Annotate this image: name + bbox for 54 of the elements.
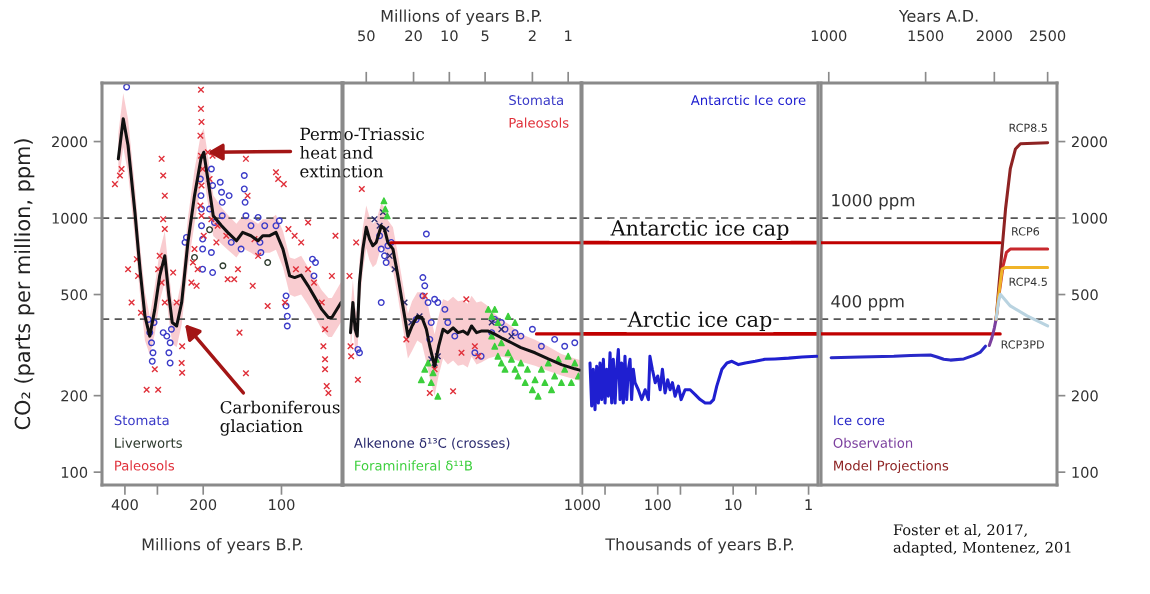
x-axis-title: Millions of years B.P. [381, 9, 542, 25]
x-axis-title: Years A.D. [898, 10, 978, 22]
x-tick-label: 50 [358, 30, 375, 42]
annotation: RCP8.5 [1009, 123, 1047, 132]
text: Alkenone δ¹³C (crosses) [353, 437, 510, 450]
x-tick-label: 2500 [1030, 30, 1066, 42]
y-tick-label: 1000 [52, 212, 88, 224]
text: Model Projections [834, 460, 949, 474]
x-tick-label: 10 [441, 30, 458, 42]
x-tick-label: 1500 [908, 30, 944, 42]
text: Foraminiferal δ¹¹B [355, 460, 473, 471]
x-tick-label: 100 [645, 499, 671, 511]
text: Stomata [509, 95, 563, 106]
x-tick-label: 1 [805, 499, 812, 510]
text: Foster et al, 2017, adapted, Montenez, 201 [893, 524, 1071, 556]
x-tick-label: 10 [725, 499, 742, 511]
x-tick-label: 20 [405, 30, 422, 42]
text: Stomata [114, 415, 169, 426]
annotation: Permo-Triassic heat and extinction [300, 127, 424, 178]
annotation: RCP4.5 [1009, 277, 1047, 286]
x-tick-label: 1000 [565, 499, 600, 511]
text: Paleosols [509, 117, 569, 128]
annotation: Carboniferous glaciation [220, 400, 340, 436]
ref-line-label: 1000 ppm [832, 193, 915, 210]
y-tick-label: 2000 [1071, 136, 1108, 148]
ref-line-label: Arctic ice cap [627, 311, 772, 332]
x-tick-label: 100 [269, 499, 295, 511]
ref-line-label: Antarctic ice cap [610, 220, 789, 240]
annotation: RCP3PD [1001, 340, 1044, 349]
y-tick-label: 100 [1072, 466, 1098, 478]
text: Ice core [834, 415, 885, 426]
x-tick-label: 5 [481, 30, 489, 42]
text: Paleosols [115, 460, 175, 471]
text: Observation [833, 437, 913, 448]
x-tick-label: 2000 [976, 30, 1012, 42]
y-tick-label: 200 [1071, 390, 1098, 402]
x-tick-label: 1 [565, 30, 572, 42]
text: Antarctic Ice core [690, 94, 806, 106]
y-tick-label: 100 [61, 466, 88, 478]
y-tick-label: 200 [61, 390, 88, 402]
y-tick-label: 2000 [52, 136, 88, 148]
y-tick-label: 500 [1072, 289, 1098, 301]
x-axis-title: Thousands of years B.P. [605, 538, 793, 554]
y-tick-label: 500 [61, 289, 88, 301]
y-tick-label: 1000 [1072, 212, 1108, 224]
ref-line-label: 400 ppm [831, 294, 904, 311]
x-axis-title: Millions of years B.P. [142, 538, 303, 554]
x-tick-label: 2 [528, 30, 536, 42]
x-tick-label: 200 [190, 499, 217, 511]
x-tick-label: 1000 [811, 30, 847, 42]
annotation: RCP6 [1012, 227, 1040, 236]
y-axis-title: CO₂ (parts per million, ppm) [14, 139, 35, 430]
text: Liverworts [115, 437, 182, 448]
x-tick-label: 400 [111, 499, 138, 511]
